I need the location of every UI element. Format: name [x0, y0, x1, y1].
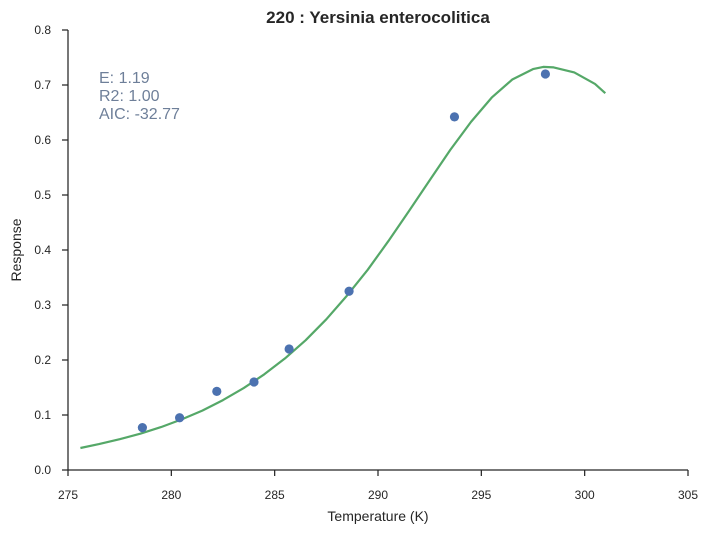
x-tick-label: 285: [265, 488, 285, 502]
stats-annotation: E: 1.19 R2: 1.00 AIC: -32.77: [99, 70, 180, 123]
y-tick-label: 0.2: [34, 353, 51, 367]
y-tick-label: 0.4: [34, 243, 51, 257]
y-tick-label: 0.5: [34, 188, 51, 202]
y-tick-label: 0.6: [34, 133, 51, 147]
data-point: [137, 423, 147, 433]
chart-title: 220 : Yersinia enterocolitica: [266, 8, 490, 27]
x-tick-label: 290: [368, 488, 388, 502]
data-point: [540, 69, 551, 79]
data-point: [449, 112, 460, 122]
data-point: [284, 344, 294, 354]
y-tick-label: 0.1: [34, 408, 51, 422]
y-tick-label: 0.7: [34, 78, 51, 92]
x-tick-label: 295: [471, 488, 491, 502]
y-tick-label: 0.3: [34, 298, 51, 312]
data-point: [212, 386, 222, 396]
y-tick-label: 0.8: [34, 23, 51, 37]
data-point: [175, 413, 185, 423]
x-tick-label: 305: [678, 488, 698, 502]
x-tick-label: 275: [58, 488, 78, 502]
y-axis-label: Response: [8, 218, 24, 281]
fit-curve-group: [80, 65, 607, 450]
stat-aic: AIC: -32.77: [99, 106, 180, 123]
data-points-group: [137, 69, 551, 433]
y-tick-label: 0.0: [34, 463, 51, 477]
data-point: [344, 286, 354, 296]
fit-curve-line: [80, 65, 607, 450]
stat-e: E: 1.19: [99, 70, 150, 87]
x-tick-label: 300: [575, 488, 595, 502]
axes: 275 280 285 290 295 300 305 0.0 0.1 0.2 0.3 0.4 0.5 0…: [34, 23, 698, 502]
x-tick-label: 280: [161, 488, 181, 502]
stat-r2: R2: 1.00: [99, 88, 160, 105]
data-point: [249, 377, 259, 387]
x-axis-label: Temperature (K): [327, 508, 428, 524]
